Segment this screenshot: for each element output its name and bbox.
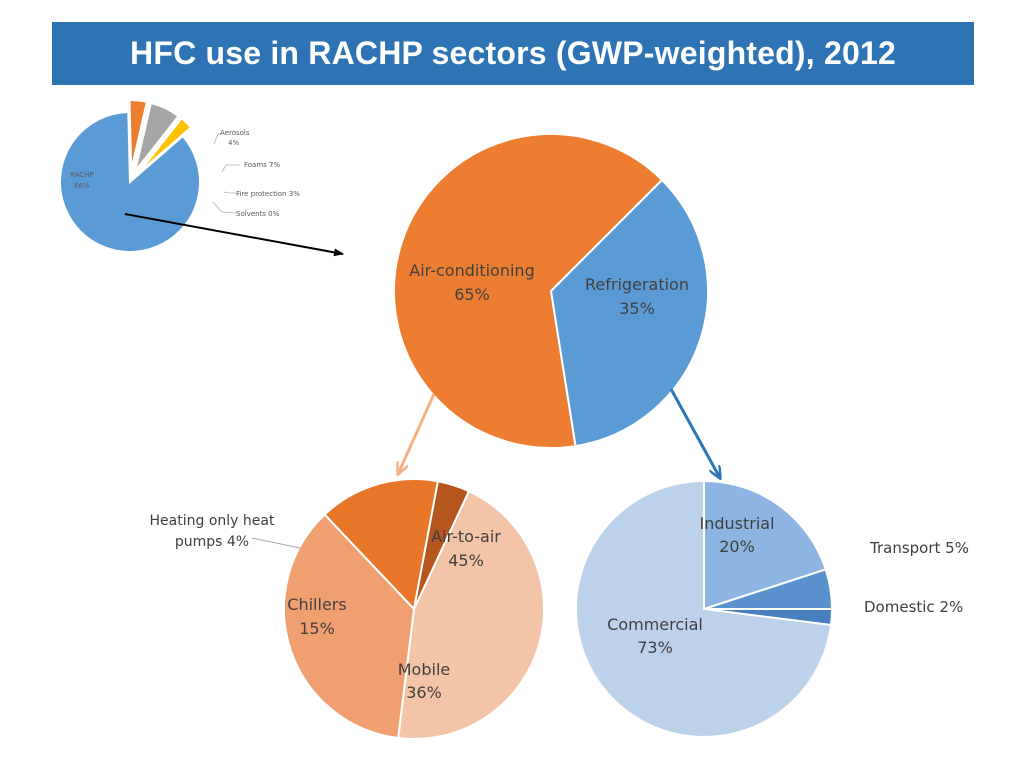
pie-slice-refrigeration [549, 178, 709, 448]
value-air-conditioning: 65% [454, 285, 490, 304]
label-transport: Transport 5% [869, 539, 969, 557]
value-heating-only: pumps 4% [175, 534, 249, 550]
pie-slice-industrial [703, 479, 827, 611]
label-domestic: Domestic 2% [864, 598, 963, 616]
label-mobile: Mobile [398, 660, 450, 679]
refrigeration-pie [575, 479, 834, 738]
label-heating-only: Heating only heat [150, 513, 275, 529]
pie-slice-air-to-air [397, 489, 545, 740]
label-air-conditioning: Air-conditioning [409, 261, 534, 280]
title-bar: HFC use in RACHP sectors (GWP-weighted),… [52, 22, 974, 85]
pie-slice-commercial [575, 479, 833, 738]
label-industrial: Industrial [699, 514, 774, 533]
pie-slice-rachp [59, 110, 201, 253]
pie-slice-fire-protection [137, 116, 193, 175]
pie-slice-foams [134, 101, 180, 172]
pie-slice-heating-only-heat-pumps [413, 480, 471, 610]
value-mobile: 36% [406, 683, 442, 702]
pie-slice-chillers [323, 478, 440, 612]
label-foams: Foams 7% [244, 161, 280, 169]
value-industrial: 20% [719, 537, 755, 556]
label-aerosols: Aerosols [220, 129, 250, 137]
pie-slice-aerosols [128, 99, 149, 171]
small-pie-leaders [212, 133, 240, 214]
label-fire-protection: Fire protection 3% [236, 190, 300, 198]
value-chillers: 15% [299, 619, 335, 638]
value-rachp: 86% [74, 182, 90, 190]
value-commercial: 73% [637, 638, 673, 657]
label-solvents: Solvents 0% [236, 210, 280, 218]
air-conditioning-pie [283, 478, 545, 740]
value-air-to-air: 45% [448, 551, 484, 570]
ref-arrow [669, 388, 720, 478]
pie-slice-air-conditioning [393, 133, 664, 449]
value-refrigeration: 35% [619, 299, 655, 318]
label-rachp: RACHP [70, 171, 94, 179]
value-aerosols: 4% [228, 139, 239, 147]
pie-slice-mobile [283, 513, 416, 740]
zoom-arrow [124, 213, 344, 257]
label-air-to-air: Air-to-air [431, 527, 501, 546]
heating-leader [251, 537, 301, 549]
page-title: HFC use in RACHP sectors (GWP-weighted),… [130, 35, 896, 71]
ac-arrow [398, 393, 436, 474]
label-chillers: Chillers [287, 595, 346, 614]
overview-pie [59, 99, 201, 253]
label-refrigeration: Refrigeration [585, 275, 689, 294]
label-commercial: Commercial [607, 615, 703, 634]
rachp-pie [393, 133, 709, 449]
